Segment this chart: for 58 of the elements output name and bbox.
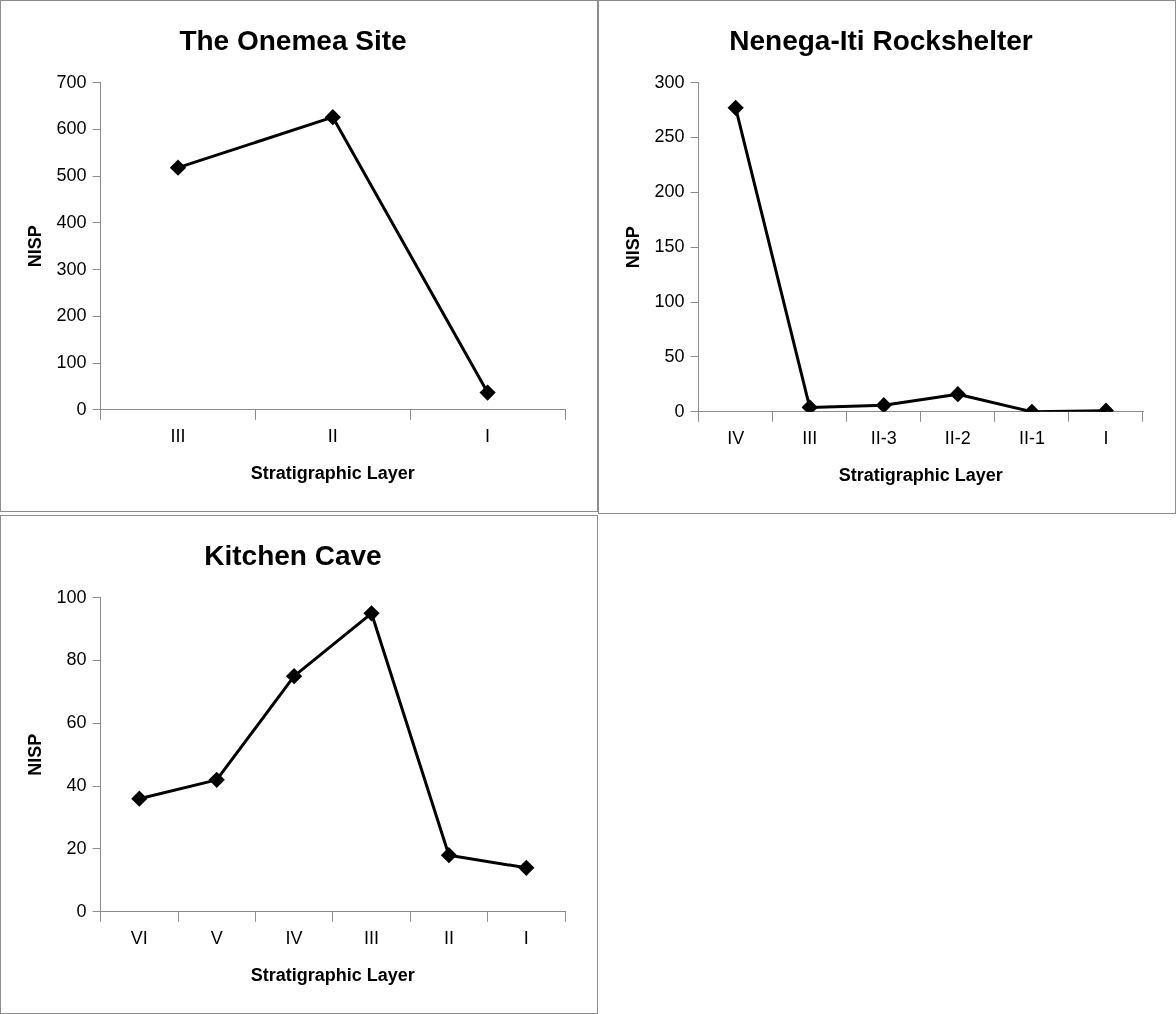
- point: [876, 397, 892, 412]
- x-tick-label: II-1: [1018, 427, 1045, 448]
- x-tick-label: II: [443, 927, 454, 948]
- x-tick-label: VI: [130, 927, 148, 948]
- y-tick-label: 0: [76, 398, 87, 419]
- point: [170, 160, 186, 176]
- y-axis-title: NISP: [622, 226, 643, 269]
- point: [131, 791, 147, 807]
- y-axis-title: NISP: [24, 225, 45, 268]
- y-tick-label: 400: [56, 211, 87, 232]
- y-tick-label: 700: [56, 71, 87, 92]
- chart-title: Kitchen Cave: [204, 539, 382, 571]
- y-tick-label: 200: [654, 181, 685, 202]
- y-axis-title: NISP: [24, 733, 45, 776]
- y-tick-label: 0: [674, 400, 685, 421]
- y-tick-label: 0: [76, 900, 87, 921]
- point: [802, 399, 818, 412]
- chart-title: Nenega-Iti Rockshelter: [729, 24, 1033, 56]
- chart-title: The Onemea Site: [179, 24, 407, 56]
- x-axis-title: Stratigraphic Layer: [838, 465, 1003, 486]
- x-tick-label: III: [802, 427, 818, 448]
- y-tick-label: 100: [56, 352, 87, 373]
- point: [441, 847, 457, 863]
- y-tick-label: 250: [654, 126, 685, 147]
- x-tick-label: IV: [727, 427, 745, 448]
- x-tick-label: I: [523, 927, 529, 948]
- point: [325, 109, 341, 125]
- y-tick-label: 600: [56, 118, 87, 139]
- y-tick-label: 150: [654, 236, 685, 257]
- y-tick-label: 500: [56, 165, 87, 186]
- point: [518, 860, 534, 876]
- y-tick-label: 100: [654, 291, 685, 312]
- point: [480, 385, 496, 401]
- y-tick-label: 80: [66, 649, 87, 670]
- x-tick-label: V: [210, 927, 223, 948]
- point: [286, 668, 302, 684]
- y-tick-label: 40: [66, 775, 87, 796]
- point: [950, 386, 966, 402]
- x-tick-label: I: [485, 425, 491, 446]
- x-tick-label: II: [327, 425, 338, 446]
- y-tick-label: 20: [66, 837, 87, 858]
- point: [209, 772, 225, 788]
- y-tick-label: 200: [56, 305, 87, 326]
- x-tick-label: II-2: [944, 427, 971, 448]
- x-axis-title: Stratigraphic Layer: [250, 965, 415, 986]
- y-tick-label: 300: [56, 258, 87, 279]
- x-tick-label: III: [170, 425, 186, 446]
- x-tick-label: III: [364, 927, 380, 948]
- point: [364, 605, 380, 621]
- y-tick-label: 300: [654, 71, 685, 92]
- x-axis-title: Stratigraphic Layer: [250, 463, 415, 484]
- x-tick-label: IV: [285, 927, 303, 948]
- x-tick-label: II-3: [870, 427, 897, 448]
- y-tick-label: 50: [664, 345, 685, 366]
- y-tick-label: 60: [66, 712, 87, 733]
- x-tick-label: I: [1103, 427, 1109, 448]
- point: [728, 100, 744, 116]
- y-tick-label: 100: [56, 586, 87, 607]
